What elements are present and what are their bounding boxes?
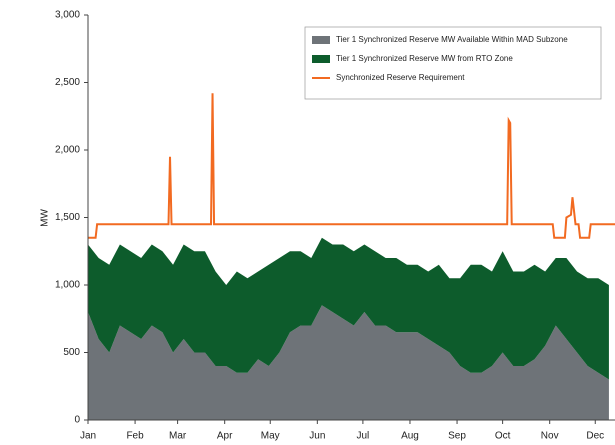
x-tick-label: Jan <box>80 431 96 442</box>
x-tick-label: Apr <box>217 431 233 442</box>
x-tick-label: May <box>261 431 280 442</box>
x-tick-label: Jun <box>309 431 325 442</box>
x-tick-label: Aug <box>401 431 419 442</box>
x-tick-label: Sep <box>448 431 466 442</box>
y-tick-label: 1,000 <box>55 280 80 291</box>
legend-label: Synchronized Reserve Requirement <box>336 73 465 82</box>
legend-label: Tier 1 Synchronized Reserve MW Available… <box>336 35 568 44</box>
requirement-line <box>88 93 615 239</box>
legend-swatch <box>312 55 330 63</box>
area-mad <box>88 305 609 420</box>
legend-box <box>304 26 602 100</box>
x-tick-label: Nov <box>541 431 559 442</box>
area-rto <box>88 237 609 380</box>
y-axis-label: MW <box>40 209 51 227</box>
y-tick-label: 500 <box>63 347 80 358</box>
x-tick-label: Oct <box>495 431 511 442</box>
x-tick-label: Feb <box>126 431 144 442</box>
x-tick-label: Dec <box>586 431 604 442</box>
y-tick-label: 2,000 <box>55 145 80 156</box>
y-tick-label: 2,500 <box>55 77 80 88</box>
legend-swatch <box>312 36 330 44</box>
y-tick-label: 0 <box>74 415 80 426</box>
legend-label: Tier 1 Synchronized Reserve MW from RTO … <box>336 54 513 63</box>
y-tick-label: 1,500 <box>55 212 80 223</box>
y-tick-label: 3,000 <box>55 10 80 21</box>
x-tick-label: Mar <box>169 431 187 442</box>
x-tick-label: Jul <box>356 431 369 442</box>
